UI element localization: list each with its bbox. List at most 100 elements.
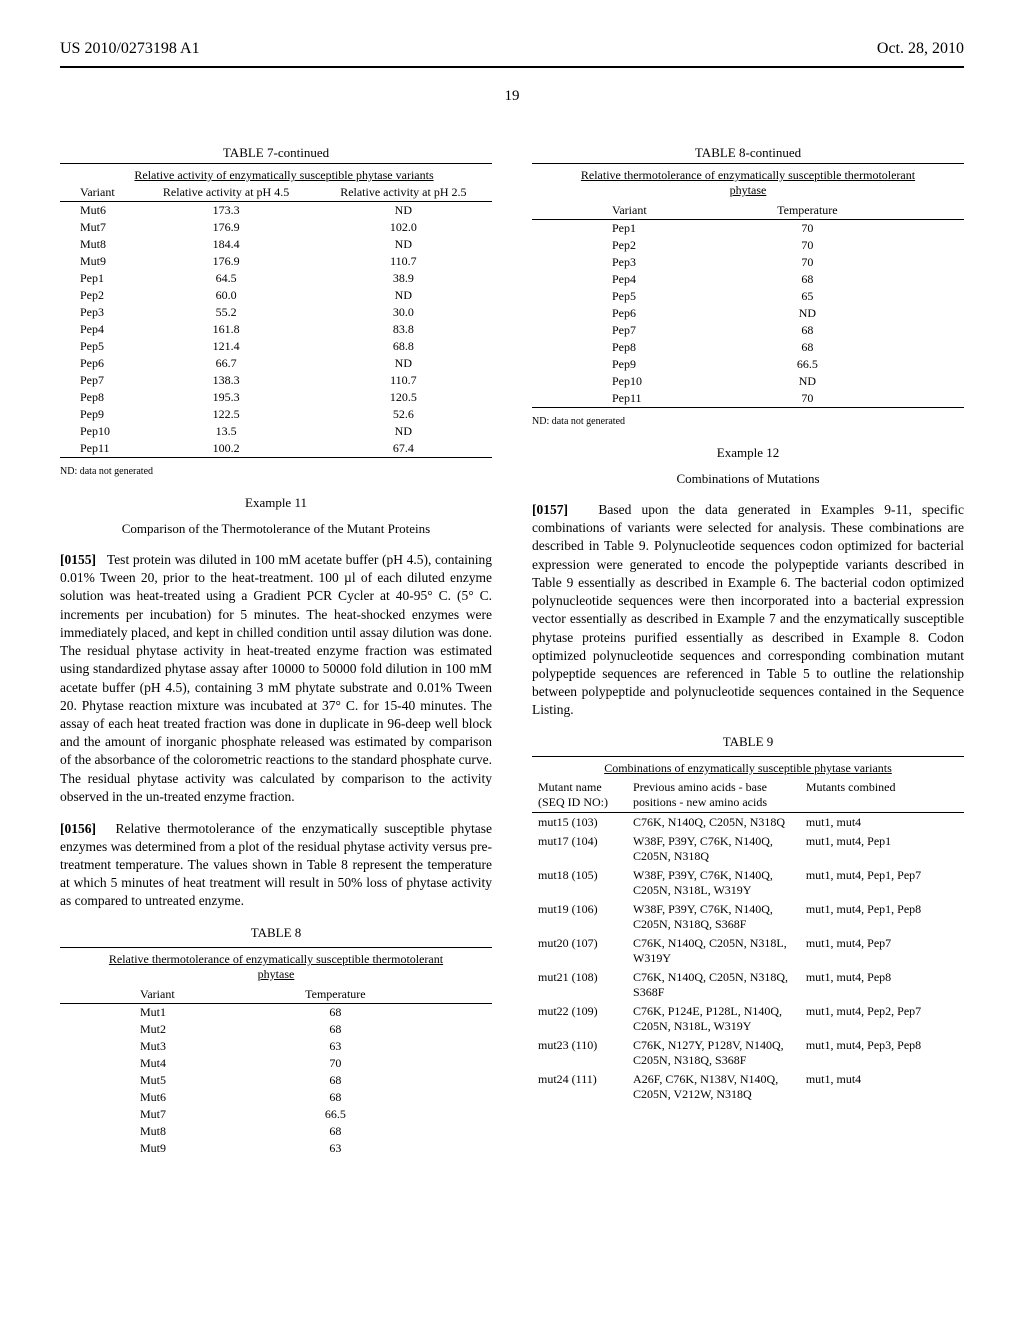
table-cell: Mut7 <box>60 219 137 236</box>
table-row: Pep270 <box>532 237 964 254</box>
table-cell: 13.5 <box>137 423 314 440</box>
table-cell: 68 <box>727 271 964 288</box>
table-cell: Mut6 <box>60 202 137 220</box>
table-cell: 66.7 <box>137 355 314 372</box>
table-cell: Mut5 <box>60 1072 255 1089</box>
example11-title: Comparison of the Thermotolerance of the… <box>60 521 492 537</box>
t8-h0: Variant <box>60 986 255 1004</box>
table-cell: C76K, N140Q, C205N, N318Q <box>627 812 800 832</box>
left-column: TABLE 7-continued Relative activity of e… <box>60 145 492 1163</box>
table-row: Pep6ND <box>532 305 964 322</box>
table-cell: mut1, mut4, Pep7 <box>800 934 964 968</box>
para-156: [0156] Relative thermotolerance of the e… <box>60 820 492 911</box>
table-cell: mut1, mut4 <box>800 1070 964 1104</box>
table-row: Pep164.538.9 <box>60 270 492 287</box>
table-cell: Pep4 <box>532 271 727 288</box>
table-cell: Mut2 <box>60 1021 255 1038</box>
t9-h2: Mutants combined <box>800 778 964 813</box>
table-cell: Pep11 <box>532 390 727 408</box>
page-number: 19 <box>60 88 964 105</box>
table-cell: 68 <box>727 322 964 339</box>
table8c-footnote: ND: data not generated <box>532 416 964 427</box>
table8c-title: TABLE 8-continued <box>532 145 964 161</box>
para-157: [0157] Based upon the data generated in … <box>532 501 964 720</box>
table-cell: Pep9 <box>60 406 137 423</box>
table-cell: mut1, mut4, Pep1, Pep7 <box>800 866 964 900</box>
table-cell: Pep11 <box>60 440 137 458</box>
table-row: mut18 (105)W38F, P39Y, C76K, N140Q, C205… <box>532 866 964 900</box>
table-cell: Mut8 <box>60 236 137 253</box>
table-cell: mut19 (106) <box>532 900 627 934</box>
table-cell: mut1, mut4, Pep1, Pep8 <box>800 900 964 934</box>
p157-text: Based upon the data generated in Example… <box>532 502 964 717</box>
table-cell: 173.3 <box>137 202 314 220</box>
table-cell: 176.9 <box>137 253 314 270</box>
table-row: Pep7138.3110.7 <box>60 372 492 389</box>
table-cell: C76K, N140Q, C205N, N318L, W319Y <box>627 934 800 968</box>
table-row: Pep1170 <box>532 390 964 408</box>
table-row: Mut363 <box>60 1038 492 1055</box>
table-row: Mut766.5 <box>60 1106 492 1123</box>
table-row: Pep170 <box>532 220 964 238</box>
table-row: Pep666.7ND <box>60 355 492 372</box>
table-cell: 70 <box>727 237 964 254</box>
table8c: Relative thermotolerance of enzymaticall… <box>532 163 964 410</box>
table-row: Pep9122.552.6 <box>60 406 492 423</box>
p157-num: [0157] <box>532 502 568 517</box>
table-row: Mut568 <box>60 1072 492 1089</box>
table-cell: mut17 (104) <box>532 832 627 866</box>
table-cell: ND <box>727 373 964 390</box>
table-cell: 68 <box>255 1003 492 1021</box>
table-row: Pep10ND <box>532 373 964 390</box>
p156-text: Relative thermotolerance of the enzymati… <box>60 821 492 909</box>
table-cell: Pep4 <box>60 321 137 338</box>
table9-subtitle: Combinations of enzymatically susceptibl… <box>532 756 964 778</box>
table-cell: 120.5 <box>315 389 492 406</box>
table-cell: Pep3 <box>60 304 137 321</box>
table-cell: Pep6 <box>60 355 137 372</box>
table-cell: 55.2 <box>137 304 314 321</box>
table-row: Mut168 <box>60 1003 492 1021</box>
table-cell: 122.5 <box>137 406 314 423</box>
table-cell: mut1, mut4, Pep2, Pep7 <box>800 1002 964 1036</box>
table-cell: 67.4 <box>315 440 492 458</box>
t9-h1: Previous amino acids - base positions - … <box>627 778 800 813</box>
table9: Combinations of enzymatically susceptibl… <box>532 756 964 1104</box>
table8-label: TABLE 8 <box>60 925 492 941</box>
table-cell: mut18 (105) <box>532 866 627 900</box>
table-row: Pep468 <box>532 271 964 288</box>
t8c-h1: Temperature <box>727 202 964 220</box>
table-cell: Pep8 <box>532 339 727 356</box>
table-cell: Pep10 <box>532 373 727 390</box>
table8c-subtitle: Relative thermotolerance of enzymaticall… <box>532 164 964 203</box>
table-row: Pep355.230.0 <box>60 304 492 321</box>
p155-text: Test protein was diluted in 100 mM aceta… <box>60 552 492 804</box>
table9-label: TABLE 9 <box>532 734 964 750</box>
table-cell: 52.6 <box>315 406 492 423</box>
p155-num: [0155] <box>60 552 96 567</box>
table-cell: 64.5 <box>137 270 314 287</box>
table-row: mut21 (108)C76K, N140Q, C205N, N318Q, S3… <box>532 968 964 1002</box>
doc-number: US 2010/0273198 A1 <box>60 40 200 58</box>
table-row: Pep370 <box>532 254 964 271</box>
table-cell: C76K, P124E, P128L, N140Q, C205N, N318L,… <box>627 1002 800 1036</box>
table-cell: W38F, P39Y, C76K, N140Q, C205N, N318Q, S… <box>627 900 800 934</box>
table-cell: Pep3 <box>532 254 727 271</box>
example11-num: Example 11 <box>60 495 492 511</box>
table-cell: mut15 (103) <box>532 812 627 832</box>
table-cell: mut23 (110) <box>532 1036 627 1070</box>
table-cell: Mut7 <box>60 1106 255 1123</box>
table-cell: Pep7 <box>60 372 137 389</box>
para-155: [0155] Test protein was diluted in 100 m… <box>60 551 492 806</box>
table-cell: Mut1 <box>60 1003 255 1021</box>
table-cell: C76K, N140Q, C205N, N318Q, S368F <box>627 968 800 1002</box>
table-cell: 70 <box>727 390 964 408</box>
table-cell: 65 <box>727 288 964 305</box>
table-cell: 100.2 <box>137 440 314 458</box>
table-row: mut24 (111)A26F, C76K, N138V, N140Q, C20… <box>532 1070 964 1104</box>
table-cell: 63 <box>255 1038 492 1055</box>
table-cell: 38.9 <box>315 270 492 287</box>
table8-subtitle: Relative thermotolerance of enzymaticall… <box>60 947 492 986</box>
table-row: Mut8184.4ND <box>60 236 492 253</box>
table-cell: mut1, mut4, Pep3, Pep8 <box>800 1036 964 1070</box>
